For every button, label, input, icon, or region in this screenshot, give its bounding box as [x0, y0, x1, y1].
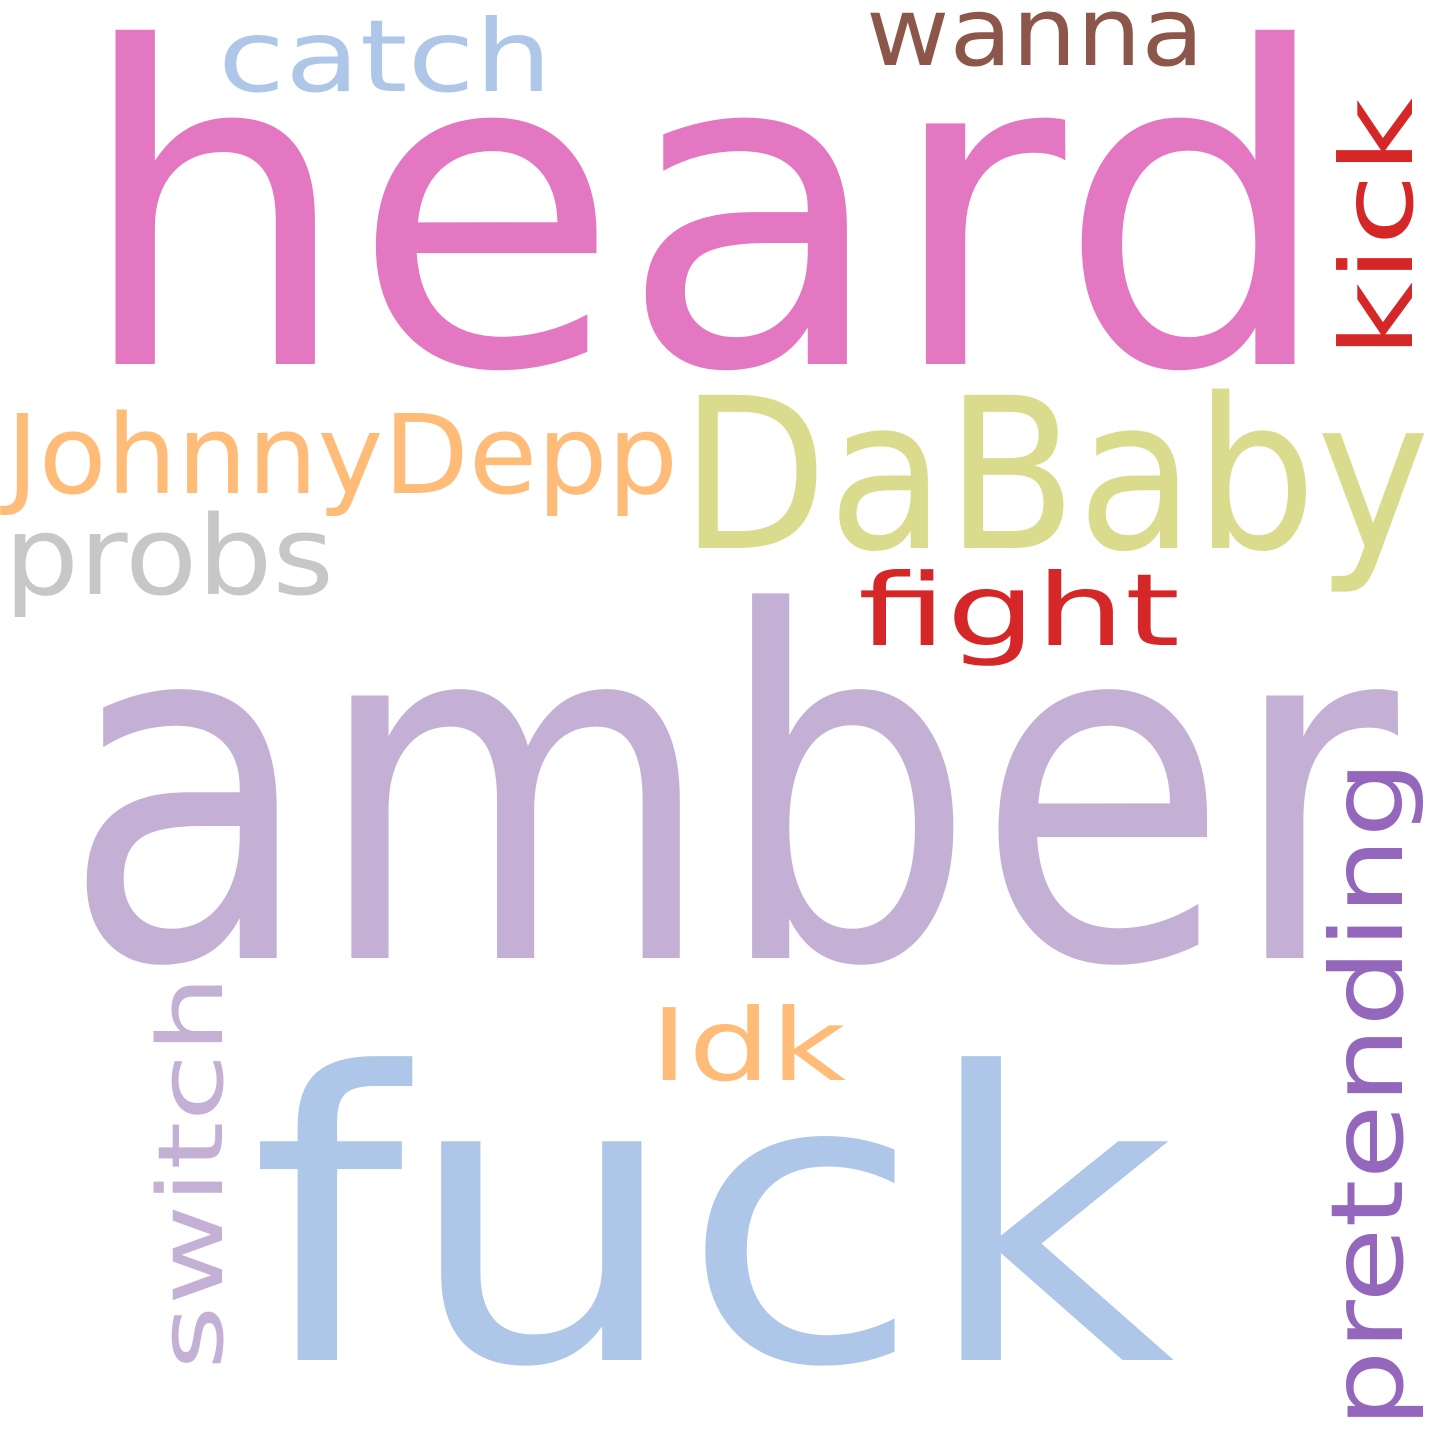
word-probs: probs [4, 492, 334, 620]
word-pretending: pretending [1309, 760, 1426, 1428]
word-idk: Idk [650, 987, 846, 1104]
word-kick: kick [1319, 98, 1436, 358]
word-fight: fight [858, 552, 1180, 669]
word-wanna: wanna [866, 0, 1204, 88]
word-catch: catch [218, 0, 552, 115]
word-switch: switch [139, 975, 244, 1370]
